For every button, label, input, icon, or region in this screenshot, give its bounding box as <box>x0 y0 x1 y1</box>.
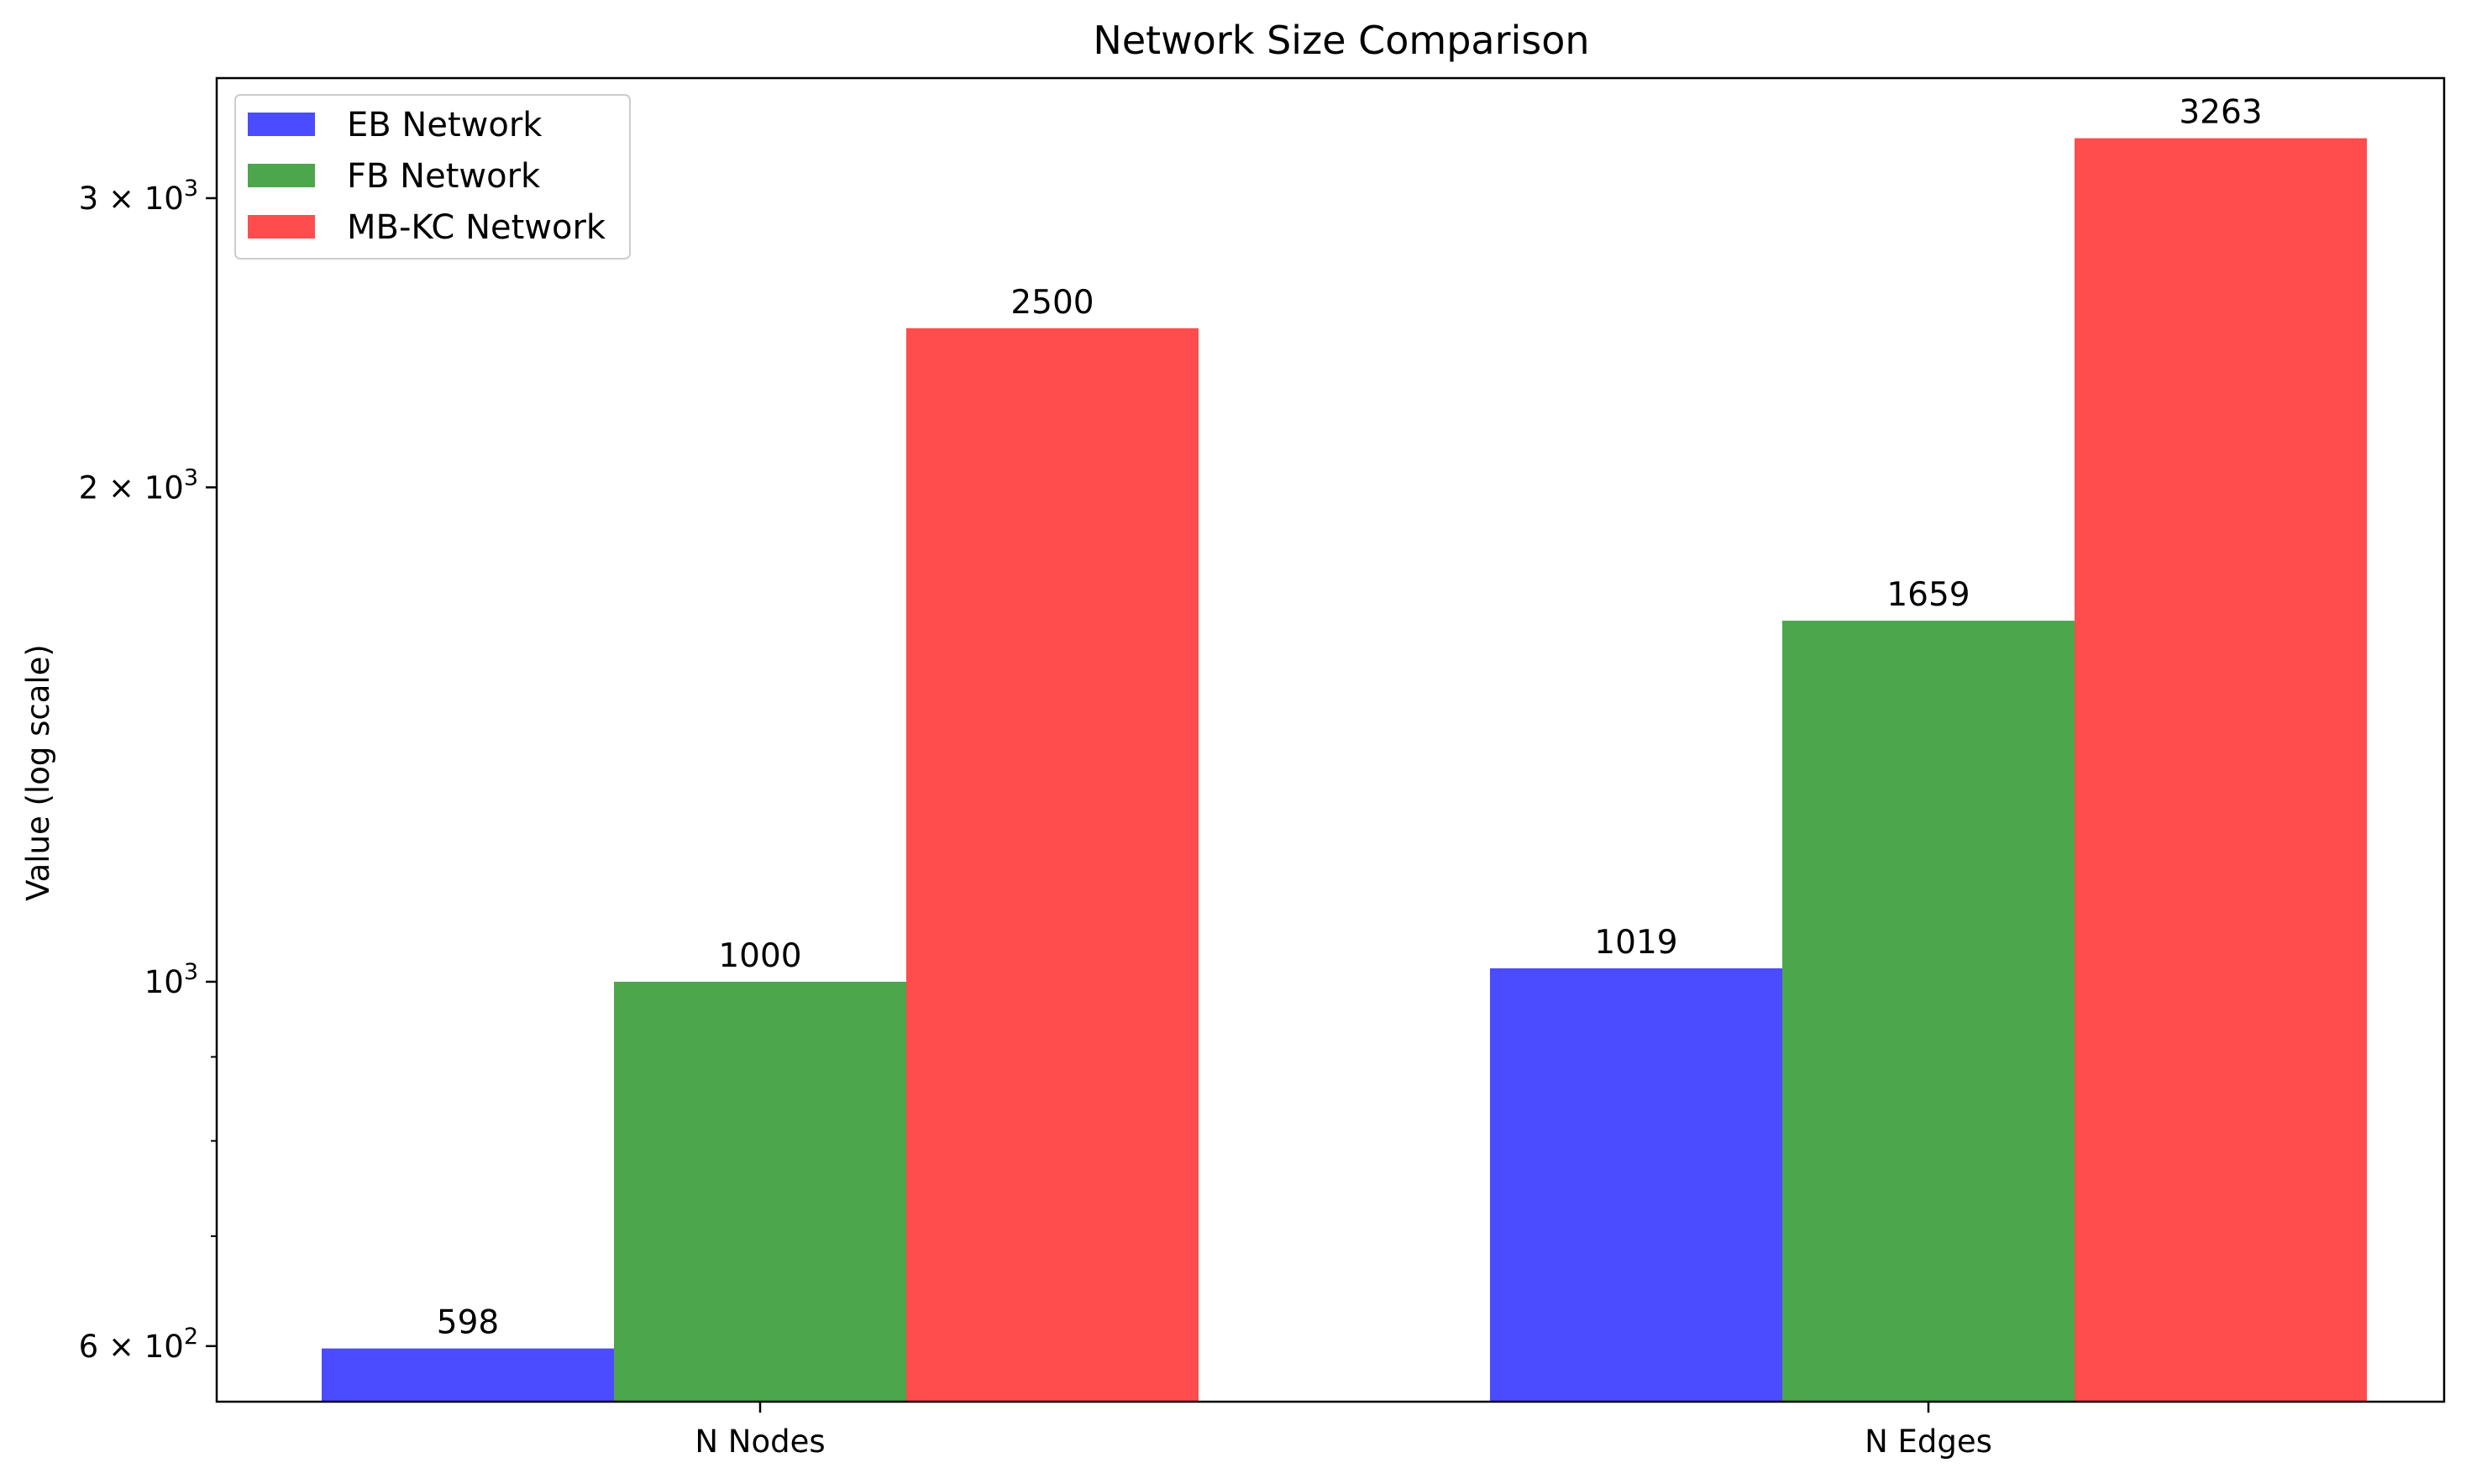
bar-mb-kc-network-1 <box>2075 138 2367 1403</box>
legend-frame <box>234 94 631 260</box>
legend-label: FB Network <box>347 157 541 196</box>
data-label: 3263 <box>2179 94 2262 132</box>
legend-swatch <box>248 113 315 136</box>
data-label: 1659 <box>1886 576 1970 614</box>
y-tick-label: 3 × 103 <box>79 176 198 217</box>
chart-title: Network Size Comparison <box>1093 18 1589 63</box>
legend-label: EB Network <box>347 106 543 144</box>
y-tick-label: 103 <box>144 959 198 1000</box>
legend-label: MB-KC Network <box>347 208 606 247</box>
data-label: 1019 <box>1594 924 1677 962</box>
y-tick-label: 6 × 102 <box>79 1324 198 1365</box>
plot-area: 598 1019 1000 1659 2500 3263 6 × 102 103 2 × 103… <box>79 94 2367 1460</box>
bar-fb-network-0 <box>614 981 906 1402</box>
bar-mb-kc-network-0 <box>906 328 1199 1403</box>
data-label: 2500 <box>1010 284 1094 322</box>
legend: EB Network FB Network MB-KC Network <box>234 94 631 260</box>
y-axis-label: Value (log scale) <box>20 644 56 901</box>
legend-swatch <box>248 215 315 239</box>
x-tick-label: N Nodes <box>695 1424 825 1460</box>
y-tick-label: 2 × 103 <box>79 464 198 506</box>
legend-swatch <box>248 164 315 187</box>
x-tick-label: N Edges <box>1865 1424 1992 1460</box>
plot-frame <box>215 76 2446 1403</box>
bar-eb-network-1 <box>1490 967 1782 1402</box>
bar-eb-network-0 <box>322 1348 614 1402</box>
data-label: 598 <box>437 1304 499 1342</box>
bar-fb-network-1 <box>1782 621 2075 1402</box>
data-label: 1000 <box>718 937 801 975</box>
